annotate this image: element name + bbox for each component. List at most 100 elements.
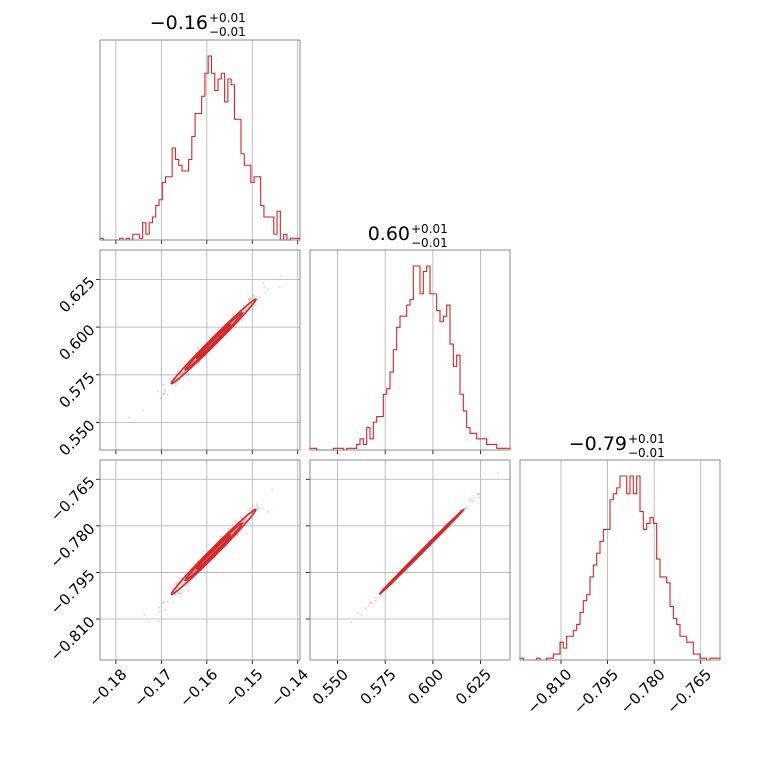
scatter20-sample-point — [267, 510, 270, 513]
scatter10-sample-point — [267, 288, 270, 291]
scatter10-sample-point — [175, 372, 178, 375]
col0-xtick-label: −0.17 — [131, 665, 176, 710]
scatter10-sample-point — [229, 330, 232, 333]
scatter10-sample-point — [183, 363, 186, 366]
scatter20-sample-point — [179, 577, 182, 580]
scatter10-sample-point — [162, 383, 165, 386]
scatter20-sample-point — [170, 587, 173, 589]
scatter10-sample-point — [252, 308, 255, 311]
col0-xtick-label: −0.18 — [85, 665, 130, 710]
scatter10-sample-point — [187, 373, 190, 376]
scatter20-sample-point — [202, 550, 204, 553]
scatter10-contour — [170, 298, 257, 385]
scatter21-sample-point — [374, 599, 377, 602]
hist0-title-sup: +0.01 — [209, 11, 246, 25]
scatter20-sample-point — [249, 507, 252, 510]
scatter20-sample-point — [161, 602, 164, 605]
row1-ytick-label: 0.575 — [55, 369, 98, 412]
scatter20-sample-point — [164, 609, 167, 612]
scatter20-sample-point — [247, 509, 249, 512]
hist2-title-sup: +0.01 — [628, 432, 665, 446]
row2-ytick-label: −0.780 — [47, 520, 99, 572]
scatter10-sample-point — [183, 375, 186, 378]
col1-xtick-label: 0.550 — [309, 665, 352, 708]
scatter20-sample-point — [187, 589, 190, 592]
hist1-title-sub: −0.01 — [411, 236, 448, 250]
scatter21-sample-point — [360, 613, 363, 616]
scatter10-sample-point — [128, 416, 130, 419]
scatter20-sample-point — [193, 563, 196, 565]
scatter21-sample-point — [357, 612, 360, 615]
row2-ytick-label: −0.765 — [47, 473, 99, 525]
scatter10-sample-point — [162, 392, 165, 395]
hist2-frame — [519, 459, 721, 661]
scatter10-sample-point — [164, 390, 167, 393]
scatter20-sample-point — [242, 520, 245, 523]
scatter21-sample-point — [406, 569, 409, 572]
scatter20-sample-point — [251, 504, 254, 507]
scatter20-sample-point — [236, 534, 239, 537]
scatter21-sample-point — [496, 472, 499, 475]
scatter10-sample-point — [197, 362, 200, 365]
scatter10-sample-point — [248, 298, 251, 301]
scatter10-sample-point — [184, 360, 186, 363]
hist0-histogram — [99, 55, 301, 241]
scatter10-sample-point — [142, 408, 145, 411]
scatter20-sample-point — [177, 586, 180, 589]
col2-xtick-label: −0.765 — [663, 665, 715, 717]
row1-ytick-label: 0.600 — [55, 321, 98, 364]
scatter20-sample-point — [162, 601, 165, 603]
scatter20-sample-point — [177, 592, 179, 595]
scatter20-sample-point — [175, 581, 178, 584]
hist2-title-sub: −0.01 — [628, 446, 665, 460]
scatter20-sample-point — [174, 594, 177, 596]
scatter20-sample-point — [239, 515, 242, 518]
scatter10-sample-point — [164, 388, 167, 391]
scatter21-sample-point — [477, 493, 479, 496]
scatter20-sample-point — [256, 506, 259, 508]
col2-xtick-label: −0.795 — [570, 665, 622, 717]
scatter10-sample-point — [156, 390, 159, 393]
scatter21-sample-point — [478, 492, 481, 495]
col2-xtick-label: −0.780 — [617, 665, 669, 717]
scatter21-sample-point — [370, 601, 373, 604]
scatter21-contour — [402, 532, 441, 571]
scatter20-sample-point — [166, 600, 169, 603]
scatter20-frame — [99, 459, 301, 661]
scatter20-sample-point — [227, 528, 230, 531]
scatter10-sample-point — [249, 297, 252, 300]
hist0-title-sub: −0.01 — [209, 25, 246, 39]
scatter10-contour — [195, 323, 232, 360]
scatter20-sample-point — [220, 535, 223, 538]
col0-xtick-label: −0.14 — [267, 665, 312, 710]
scatter10-sample-point — [187, 374, 190, 377]
scatter20-sample-point — [234, 520, 237, 522]
scatter20-sample-point — [248, 522, 251, 525]
row2-ytick-label: −0.810 — [47, 613, 99, 665]
scatter20-sample-point — [143, 613, 146, 616]
scatter20-sample-point — [158, 610, 161, 613]
scatter10-sample-point — [262, 282, 265, 285]
hist0-title-value: −0.16 — [150, 12, 208, 34]
scatter20-sample-point — [257, 507, 260, 510]
scatter10-sample-point — [263, 285, 266, 288]
scatter20-sample-point — [175, 582, 178, 585]
scatter20-sample-point — [180, 592, 183, 595]
scatter20-sample-point — [172, 601, 175, 604]
scatter21-sample-point — [364, 607, 367, 609]
scatter20-sample-point — [227, 528, 230, 530]
scatter10-sample-point — [253, 295, 256, 298]
scatter10-sample-point — [255, 296, 258, 299]
scatter21-sample-point — [473, 496, 475, 499]
scatter20-sample-point — [203, 569, 206, 571]
scatter20-sample-point — [234, 535, 237, 538]
scatter20-sample-point — [158, 606, 161, 609]
row2-ytick-label: −0.795 — [47, 566, 99, 618]
scatter21-sample-point — [370, 602, 372, 605]
col1-xtick-label: 0.600 — [404, 665, 447, 708]
scatter20-sample-point — [178, 591, 180, 594]
scatter20-sample-point — [245, 512, 248, 515]
scatter20-sample-point — [235, 519, 238, 522]
scatter10-sample-point — [264, 292, 267, 295]
hist2-histogram — [519, 475, 721, 661]
